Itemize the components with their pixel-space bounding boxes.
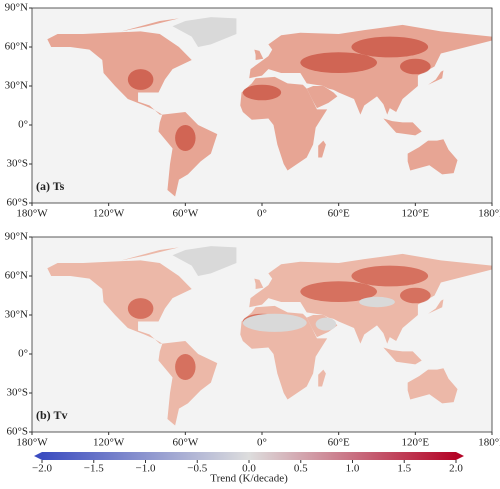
y-tick-label: 60°S <box>6 426 28 438</box>
y-tick-label: 30°S <box>6 387 28 399</box>
patch <box>127 298 154 319</box>
map-panel <box>31 7 493 204</box>
colorbar-tick-label: −2.0 <box>32 463 52 475</box>
colorbar-tick-label: 0.0 <box>242 463 256 475</box>
greenland <box>172 17 237 48</box>
colorbar-tick-label: −0.5 <box>187 463 207 475</box>
x-tick-label: 120°E <box>402 208 430 220</box>
no-data <box>172 17 237 48</box>
patch <box>400 58 431 75</box>
y-tick-label: 30°N <box>5 309 28 321</box>
patch <box>127 69 154 90</box>
colorbar-tick-label: −1.5 <box>84 463 104 475</box>
x-tick-label: 0° <box>257 208 267 220</box>
colorbar <box>42 452 456 460</box>
x-tick-label: 180°W <box>16 208 48 220</box>
patch <box>300 52 377 73</box>
extend-high <box>456 452 464 460</box>
warming-patches <box>127 36 431 151</box>
no-data <box>172 246 395 332</box>
y-tick-label: 60°N <box>5 41 28 53</box>
patch <box>400 287 431 304</box>
patch <box>242 84 282 101</box>
y-tick-label: 0° <box>18 348 28 360</box>
y-tick-label: 30°N <box>5 80 28 92</box>
x-tick-label: 60°W <box>172 437 198 449</box>
colorbar-tick-label: 2.0 <box>449 463 463 475</box>
x-tick-label: 180°E <box>478 208 500 220</box>
y-tick-label: 60°N <box>5 270 28 282</box>
colorbar-tick-label: 0.5 <box>294 463 308 475</box>
panel-label: (b) Tv <box>36 408 67 422</box>
map-panel <box>31 236 493 433</box>
colorbar-tick-label: 1.5 <box>397 463 411 475</box>
x-tick-label: 60°W <box>172 208 198 220</box>
patch <box>175 354 196 380</box>
colorbar-tick-label: 1.0 <box>346 463 360 475</box>
colorbar-tick-label: −1.0 <box>136 463 156 475</box>
desert <box>359 296 395 308</box>
desert <box>242 313 307 332</box>
patch <box>300 281 377 302</box>
patch <box>351 36 429 58</box>
y-tick-label: 60°S <box>6 197 28 209</box>
x-tick-label: 60°E <box>328 208 350 220</box>
x-tick-label: 0° <box>257 437 267 449</box>
x-tick-label: 180°W <box>16 437 48 449</box>
x-tick-label: 120°W <box>93 437 125 449</box>
patch <box>175 125 196 151</box>
desert <box>315 317 337 331</box>
x-tick-label: 60°E <box>328 437 350 449</box>
greenland <box>172 246 237 276</box>
y-tick-label: 90°N <box>5 231 28 243</box>
x-tick-label: 180°E <box>478 437 500 449</box>
panel-label: (a) Ts <box>36 179 65 193</box>
colorbar-label: Trend (K/decade) <box>210 473 288 485</box>
patch <box>351 265 429 287</box>
extend-low <box>34 452 42 460</box>
y-tick-label: 90°N <box>5 2 28 14</box>
x-tick-label: 120°W <box>93 208 125 220</box>
x-tick-label: 120°E <box>402 437 430 449</box>
y-tick-label: 0° <box>18 119 28 131</box>
y-tick-label: 30°S <box>6 158 28 170</box>
